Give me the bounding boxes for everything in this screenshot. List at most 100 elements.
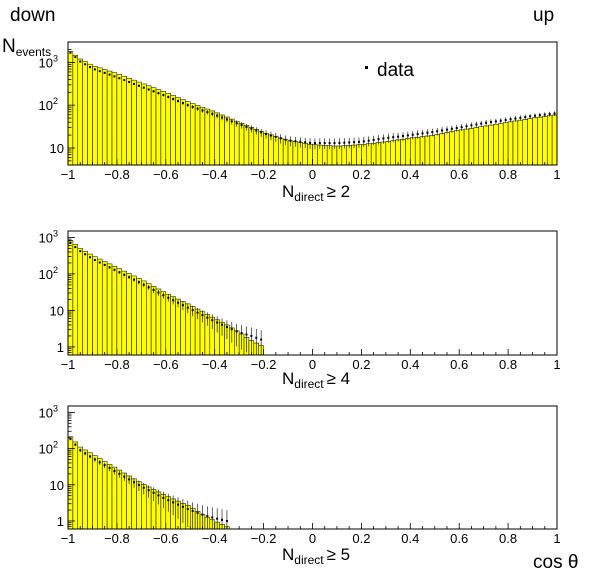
- data-point: [455, 124, 458, 132]
- condition-label-main: N: [282, 545, 294, 564]
- mc-bar: [444, 132, 450, 166]
- x-tick-label: 1: [553, 357, 560, 372]
- mc-bar: [551, 114, 558, 166]
- data-point: [318, 138, 321, 150]
- data-point: [294, 136, 297, 147]
- data-point: [534, 113, 536, 119]
- data-point: [93, 68, 96, 71]
- data-point: [128, 80, 131, 84]
- mc-bar: [380, 141, 387, 166]
- data-point: [201, 310, 204, 323]
- x-tick-label: 0.4: [401, 531, 419, 546]
- condition-label-rel: ≥ 4: [327, 369, 351, 388]
- panel-1: −1 −0.8 −0.6 −0.4 −0.2 0 0.2 0.4 0.6 0.8 1 10 102 103…: [39, 41, 561, 204]
- data-point: [489, 119, 492, 126]
- data-point: [118, 77, 121, 80]
- data-point: [230, 118, 233, 125]
- data-point: [328, 138, 331, 150]
- data-point: [206, 312, 209, 326]
- data-point: [421, 129, 424, 138]
- data-point: [137, 480, 140, 492]
- data-point: [284, 135, 287, 146]
- y-tick-label: 102: [39, 265, 58, 282]
- mc-bar: [234, 120, 240, 166]
- mc-bar: [542, 116, 548, 166]
- data-point: [186, 103, 189, 108]
- data-point: [240, 325, 243, 350]
- mc-bar: [429, 135, 435, 166]
- mc-bar: [170, 296, 176, 356]
- y-tick-label: 103: [39, 403, 58, 420]
- data-point: [211, 507, 214, 529]
- mc-bar: [72, 244, 79, 356]
- data-point: [206, 506, 209, 529]
- x-tick-label: −0.8: [104, 167, 130, 182]
- mc-bar: [478, 126, 484, 166]
- data-point: [181, 101, 184, 105]
- data-point: [69, 51, 72, 54]
- mc-bar: [458, 129, 465, 166]
- x-tick-label: 1: [553, 167, 560, 182]
- mc-bar: [116, 268, 123, 356]
- mc-bar: [111, 266, 118, 356]
- mc-bar: [395, 139, 401, 166]
- panels: −1 −0.8 −0.6 −0.4 −0.2 0 0.2 0.4 0.6 0.8 110102103…: [39, 41, 561, 567]
- data-points: [69, 51, 556, 150]
- mc-bar: [375, 142, 382, 166]
- data-point: [167, 493, 170, 512]
- data-point: [157, 489, 160, 505]
- data-point: [152, 90, 155, 93]
- data-point: [181, 301, 184, 311]
- data-point: [431, 128, 434, 137]
- up-label: up: [533, 5, 554, 26]
- data-point: [98, 460, 101, 465]
- data-point: [172, 495, 175, 516]
- mc-bar: [185, 101, 191, 166]
- x-tick-label: −0.2: [251, 357, 277, 372]
- mc-histogram: [67, 436, 230, 530]
- x-axis-label: cos θ: [533, 552, 578, 573]
- x-tick-label: 0.8: [499, 357, 517, 372]
- data-point: [509, 116, 512, 123]
- data-point: [177, 299, 180, 308]
- mc-bar: [72, 54, 79, 166]
- data-point: [147, 485, 150, 498]
- data-point: [504, 117, 507, 123]
- mc-bar: [493, 124, 499, 166]
- data-point: [323, 138, 326, 150]
- data-point: [353, 137, 356, 148]
- mc-bar: [439, 133, 445, 166]
- data-point: [274, 132, 277, 142]
- data-point: [225, 320, 228, 340]
- data-point: [445, 126, 448, 134]
- data-point: [93, 259, 96, 262]
- mc-bar: [160, 91, 167, 166]
- x-tick-label: 0.2: [352, 167, 370, 182]
- mc-bar: [473, 127, 480, 166]
- condition-label-sub: direct: [294, 553, 324, 567]
- mc-bar: [106, 263, 113, 356]
- data-point: [221, 318, 224, 336]
- data-point: [514, 116, 517, 122]
- mc-bar: [468, 128, 475, 166]
- mc-bar: [253, 129, 259, 166]
- x-tick-label: −0.8: [104, 531, 130, 546]
- data-point: [543, 112, 546, 118]
- mc-bar: [454, 130, 460, 166]
- y-tick-label: 103: [39, 228, 58, 245]
- mc-bar: [385, 141, 391, 166]
- data-point: [494, 118, 497, 125]
- mc-bar: [243, 125, 250, 166]
- data-point: [245, 123, 248, 131]
- mc-bar: [145, 283, 152, 356]
- data-point: [108, 465, 111, 472]
- data-point: [191, 305, 194, 317]
- mc-bar: [101, 261, 108, 356]
- mc-bar: [414, 136, 421, 166]
- mc-bar: [82, 250, 88, 356]
- x-tick-label: 0: [309, 357, 316, 372]
- data-point: [133, 82, 136, 85]
- mc-bar: [150, 87, 157, 166]
- mc-bar: [400, 138, 406, 166]
